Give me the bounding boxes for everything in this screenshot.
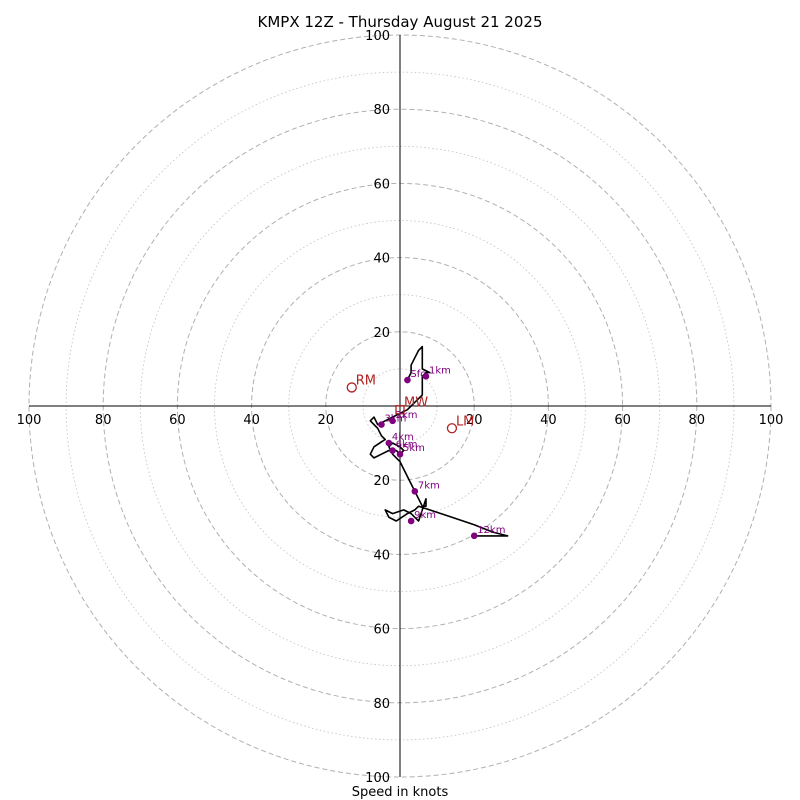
x-tick-label: 60	[614, 413, 631, 428]
x-tick-label: 40	[243, 413, 260, 428]
x-tick-label: 80	[689, 413, 706, 428]
x-tick-label: 40	[540, 413, 557, 428]
height-label-1km: 1km	[429, 365, 451, 376]
y-tick-label: 100	[365, 771, 390, 786]
height-marker-sfc	[404, 376, 411, 384]
x-tick-label: 80	[95, 413, 112, 428]
lm-label: LM	[456, 414, 474, 429]
height-label-9km: 9km	[414, 510, 436, 521]
height-label-12km: 12km	[477, 525, 505, 536]
height-marker-6km	[389, 447, 396, 454]
height-marker-5km	[396, 450, 404, 458]
height-label-5km: 5km	[403, 443, 425, 454]
y-tick-label: 80	[373, 103, 390, 118]
y-tick-label: 60	[373, 177, 390, 192]
height-marker-3km	[378, 421, 385, 428]
x-tick-label: 20	[318, 413, 335, 428]
y-tick-label: 100	[365, 29, 390, 44]
storm-motion-markers: RM LM MW	[346, 373, 474, 434]
height-label-3km: 3km	[384, 414, 406, 425]
height-label-6km: 6km	[396, 440, 418, 451]
lm-marker	[446, 423, 458, 434]
y-tick-label: 40	[373, 252, 390, 267]
mw-marker	[395, 405, 405, 415]
x-tick-label: 20	[466, 413, 483, 428]
chart-title: KMPX 12Z - Thursday August 21 2025	[258, 13, 543, 31]
x-tick-label: 60	[169, 413, 186, 428]
y-tick-label: 80	[373, 697, 390, 712]
height-marker-4km	[385, 439, 393, 447]
height-marker-1km	[422, 373, 430, 380]
rm-marker	[346, 382, 357, 393]
height-label-7km: 7km	[418, 480, 440, 491]
rm-label: RM	[356, 373, 376, 388]
height-marker-9km	[407, 517, 415, 525]
height-marker-7km	[411, 488, 419, 495]
height-label-sfc: Sfc	[410, 369, 425, 380]
x-tick-label: 100	[17, 413, 42, 428]
y-tick-label: 20	[373, 326, 390, 341]
height-label-2km: 2km	[396, 410, 418, 421]
x-axis-label: Speed in knots	[352, 785, 449, 800]
x-tick-label: 100	[759, 413, 784, 428]
height-marker-12km	[470, 532, 478, 540]
y-tick-label: 60	[373, 623, 390, 638]
height-label-4km: 4km	[392, 432, 414, 443]
y-tick-label: 40	[373, 548, 390, 563]
tick-labels: 100 100 100 100 80 80 80 80 60 60 60 60 40 40 40 40 20 20…	[17, 29, 784, 786]
mw-label: MW	[404, 396, 428, 411]
y-tick-label: 20	[373, 474, 390, 489]
height-marker-2km	[389, 417, 396, 425]
